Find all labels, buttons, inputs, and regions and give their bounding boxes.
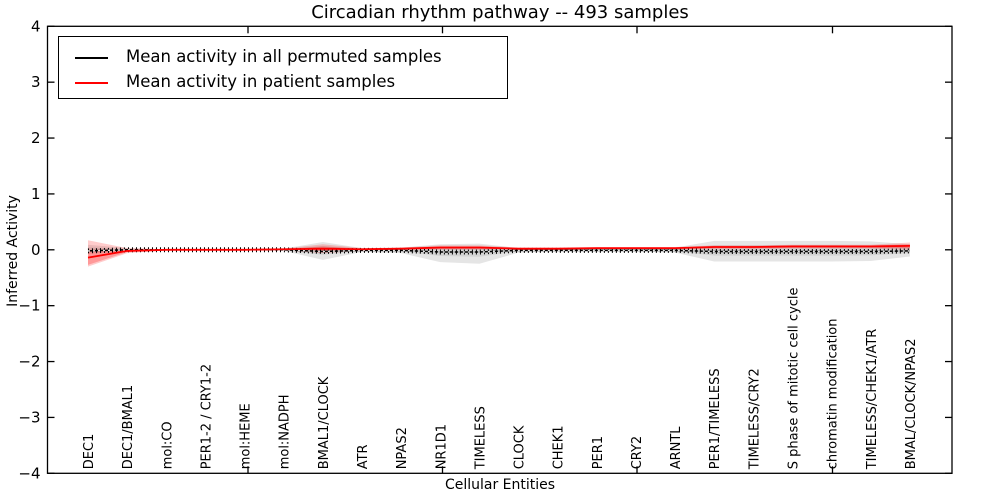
legend-box: Mean activity in all permuted samples Me… <box>58 36 508 99</box>
x-tick-label: mol:HEME <box>239 403 254 469</box>
patient-line-swatch <box>75 81 108 84</box>
x-tick-label: BMAL/CLOCK/NPAS2 <box>904 338 919 469</box>
y-tick-label: −2 <box>18 353 40 371</box>
y-tick-label: −4 <box>18 464 40 482</box>
x-tick-label: ATR <box>356 444 371 469</box>
x-tick-label: PER1-2 / CRY1-2 <box>199 364 214 469</box>
x-tick-label: DEC1 <box>82 434 97 470</box>
x-tick-label: PER1/TIMELESS <box>708 368 723 469</box>
x-tick-label: chromatin modification <box>826 319 841 470</box>
legend-item-permuted: Mean activity in all permuted samples <box>75 45 507 70</box>
x-tick-label: NR1D1 <box>434 424 449 469</box>
x-tick-label: PER1 <box>591 436 606 469</box>
y-axis-label: Inferred Activity <box>5 195 21 307</box>
x-tick-label: TIMELESS/CHEK1/ATR <box>865 329 880 471</box>
x-tick-label: DEC1/BMAL1 <box>121 385 136 470</box>
y-tick-label: 4 <box>31 17 41 35</box>
x-tick-label: S phase of mitotic cell cycle <box>787 287 802 469</box>
x-tick-label: TIMELESS <box>473 406 488 470</box>
permuted-line-swatch <box>75 56 108 59</box>
y-tick-label: −1 <box>18 297 40 315</box>
y-tick-label: 2 <box>31 129 41 147</box>
x-axis-label: Cellular Entities <box>444 477 556 493</box>
legend-label-patient: Mean activity in patient samples <box>126 72 396 92</box>
permuted-mean-dash-overlay <box>87 249 910 253</box>
x-tick-label: mol:NADPH <box>278 394 293 469</box>
x-tick-label: CLOCK <box>513 425 528 469</box>
y-tick-label: −3 <box>18 408 40 426</box>
x-tick-label: NPAS2 <box>395 427 410 469</box>
chart-title: Circadian rhythm pathway -- 493 samples <box>311 2 689 23</box>
y-tick-label: 3 <box>31 73 41 91</box>
x-tick-label: CRY2 <box>630 436 645 470</box>
y-tick-label: 0 <box>31 241 41 259</box>
legend-label-permuted: Mean activity in all permuted samples <box>126 47 442 67</box>
patient-mean-line <box>87 244 910 259</box>
x-tick-label: ARNTL <box>669 426 684 470</box>
x-tick-label: BMAL1/CLOCK <box>317 376 332 469</box>
legend-item-patient: Mean activity in patient samples <box>75 70 507 95</box>
x-tick-label: TIMELESS/CRY2 <box>747 368 762 470</box>
y-tick-label: 1 <box>31 185 41 203</box>
x-tick-label: CHEK1 <box>552 425 567 469</box>
x-tick-label: mol:CO <box>160 421 175 469</box>
